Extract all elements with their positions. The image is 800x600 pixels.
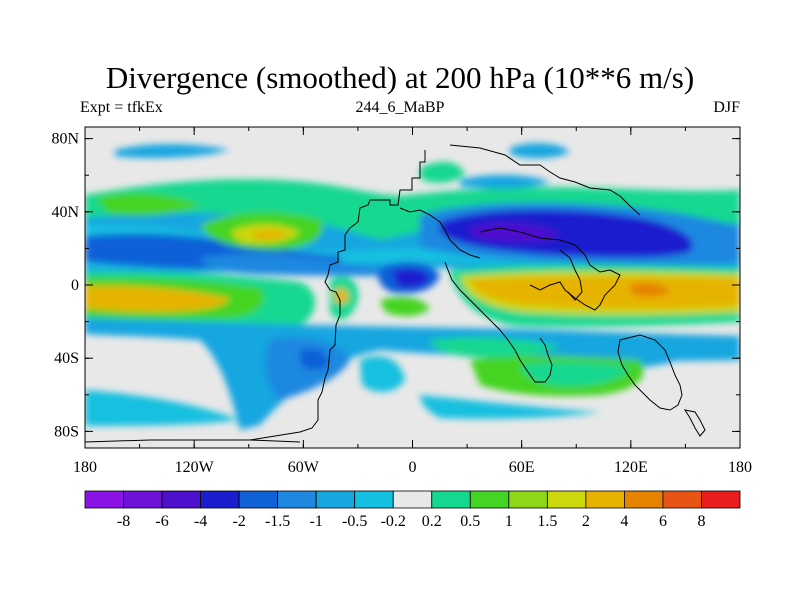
colorbar-label: 0.5: [460, 513, 480, 530]
asia-coast: [479, 227, 621, 311]
lat-tick-label: 80S: [54, 423, 79, 440]
map-title: Divergence (smoothed) at 200 hPa (10**6 …: [105, 60, 695, 95]
colorbar-swatch: [354, 490, 394, 509]
colorbar-label: -0.2: [381, 513, 406, 530]
arctic-patch-3: [460, 174, 550, 189]
colorbar-swatch: [315, 490, 356, 509]
colorbar-label: 4: [620, 513, 628, 530]
lon-tick-label: 60E: [509, 459, 535, 476]
colorbar-label: -6: [155, 513, 168, 530]
lat-axis: 80N 40N 0 40S 80S: [51, 131, 740, 440]
indian-coast: [559, 249, 583, 301]
colorbar-swatch: [392, 490, 433, 509]
run-label: 244_6_MaBP: [355, 99, 445, 116]
lat-tick-label: 0: [71, 277, 79, 294]
colorbar-swatch: [469, 490, 510, 509]
americas-coast: [249, 150, 426, 441]
colorbar-swatch: [662, 490, 702, 509]
lat-tick-label: 40N: [51, 204, 79, 221]
colorbar-swatch: [546, 490, 587, 509]
sh-convergence: [85, 318, 740, 430]
lon-axis: 180 120W 60W 0 60E 120E 180: [73, 127, 752, 476]
sh-convergence-core: [300, 348, 329, 370]
arctic-patch-2: [510, 143, 570, 159]
antarctic-band: [85, 390, 240, 426]
colorbar-label: 8: [697, 513, 705, 530]
colorbar-label: -1.5: [265, 513, 290, 530]
colorbar-label: -2: [232, 513, 245, 530]
europe-coast: [399, 207, 481, 259]
south-indian-green: [520, 362, 630, 387]
colorbar-swatch: [508, 490, 548, 509]
maritime-peak: [630, 282, 670, 297]
na-divergence-peak: [250, 229, 290, 240]
experiment-label: Expt = tfkEx: [80, 99, 163, 116]
lon-tick-label: 120W: [175, 459, 215, 476]
indopacific-core: [470, 276, 740, 309]
southern-ocean-band: [430, 337, 560, 358]
colorbar-swatch: [123, 490, 163, 509]
colorbar-swatch: [200, 490, 240, 509]
arctic-patch-1: [115, 144, 230, 158]
colorbar-swatch: [277, 490, 317, 509]
atlantic-convergence-core: [392, 268, 430, 288]
colorbar-label: 2: [582, 513, 590, 530]
colorbar-label: 1.5: [537, 513, 557, 530]
antarctic-coast: [85, 439, 301, 443]
lat-tick-label: 40S: [54, 350, 79, 367]
eq-convergence-band: [200, 253, 400, 276]
lon-tick-label: 180: [73, 459, 97, 476]
colorbar-swatch: [161, 490, 201, 509]
colorbar-swatch: [624, 490, 664, 509]
colorbar-label: 6: [659, 513, 667, 530]
australia-coast: [617, 334, 683, 411]
colorbar-label: 1: [505, 513, 513, 530]
colorbar-swatch: [431, 490, 471, 509]
colorbar-swatch: [701, 490, 741, 509]
divergence-field: [85, 143, 740, 430]
colorbar-swatch: [238, 490, 279, 509]
colorbar-label: -4: [194, 513, 207, 530]
eurasia-coast: [449, 144, 641, 216]
south-atlantic-convergence: [360, 356, 405, 392]
colorbar-swatch: [84, 490, 124, 509]
arctic-green: [420, 161, 465, 183]
colorbar: -8 -6 -4 -2 -1.5 -1 -0.5 -0.2 0.2 0.5 1 1.5 2 4 6 8: [84, 490, 741, 530]
lon-tick-label: 120E: [614, 459, 648, 476]
africa-divergence: [380, 296, 430, 317]
lat-tick-label: 80N: [51, 131, 79, 148]
africa-coast: [444, 261, 553, 383]
colorbar-label: -1: [310, 513, 323, 530]
asia-core-convergence: [440, 209, 693, 258]
colorbar-label: 0.2: [422, 513, 442, 530]
antarctic-band-east: [420, 395, 600, 419]
npac-divergence: [95, 193, 200, 216]
lon-tick-label: 180: [728, 459, 752, 476]
lon-tick-label: 60W: [288, 459, 320, 476]
nz-coast: [683, 409, 706, 437]
colorbar-label: -8: [117, 513, 130, 530]
season-label: DJF: [713, 99, 740, 116]
map-plot-area: [85, 127, 740, 448]
lon-tick-label: 0: [409, 459, 417, 476]
colorbar-label: -0.5: [342, 513, 367, 530]
pacific-divergence-core: [85, 285, 230, 312]
coastlines: [85, 144, 706, 443]
colorbar-swatch: [585, 490, 625, 509]
sa-divergence-core: [335, 288, 349, 304]
